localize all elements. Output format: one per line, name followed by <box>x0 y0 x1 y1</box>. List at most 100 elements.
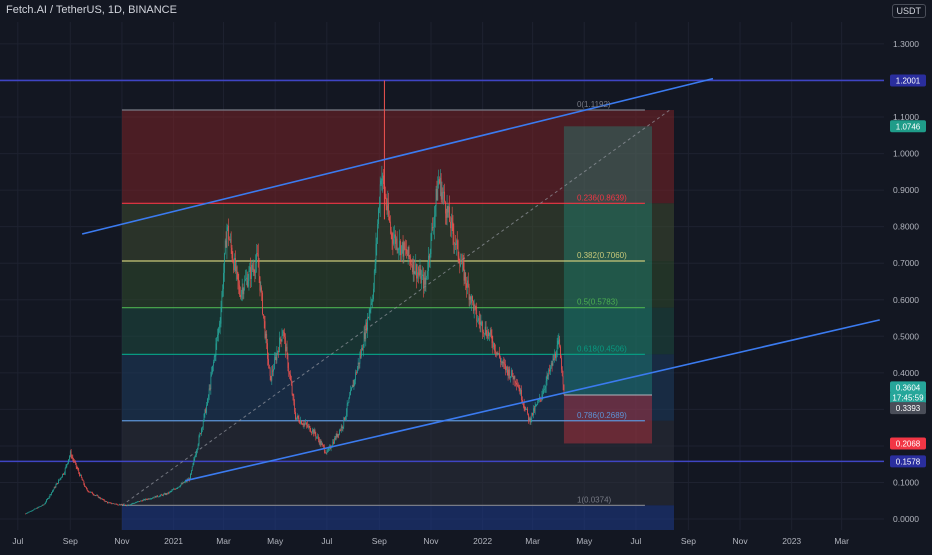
candle-body <box>30 510 32 512</box>
candle-body <box>34 508 36 510</box>
candle-body <box>277 351 279 353</box>
y-tick-label[interactable]: 0.1000 <box>893 477 919 487</box>
candle-body <box>503 362 505 364</box>
time-axis[interactable]: Jul Sep Nov 2021 Mar May Jul Sep Nov 2022 Mar May Ju… <box>12 536 849 546</box>
x-tick-label[interactable]: Nov <box>423 536 439 546</box>
candle-body <box>543 389 544 394</box>
stop-zone[interactable] <box>563 395 652 444</box>
horizontal-levels[interactable] <box>0 79 884 463</box>
x-tick-label[interactable]: Mar <box>834 536 849 546</box>
x-tick-label[interactable]: May <box>267 536 284 546</box>
candle-body <box>235 266 237 271</box>
candle-body <box>157 496 159 498</box>
candle-body <box>522 400 523 403</box>
x-tick-label[interactable]: Jul <box>321 536 332 546</box>
candle-body <box>181 483 183 485</box>
candle-body <box>461 263 462 265</box>
x-tick-label[interactable]: Sep <box>681 536 696 546</box>
candle-body <box>229 239 230 241</box>
x-tick-label[interactable]: Jul <box>630 536 641 546</box>
candle-body <box>323 444 324 447</box>
candle-body <box>125 505 127 507</box>
candle-body <box>64 468 66 474</box>
candle-body <box>286 346 288 355</box>
x-tick-label[interactable]: Sep <box>63 536 78 546</box>
candle-body <box>83 480 85 485</box>
candle-body <box>364 332 366 339</box>
candle-body <box>144 499 146 501</box>
candle-body <box>445 201 446 214</box>
x-tick-label[interactable]: Mar <box>525 536 540 546</box>
x-tick-label[interactable]: Mar <box>216 536 231 546</box>
candle-body <box>75 461 76 463</box>
candle-body <box>511 370 513 377</box>
candle-body <box>457 240 459 257</box>
candle-body <box>489 330 491 333</box>
candle-body <box>523 403 525 408</box>
candle-body <box>408 246 410 257</box>
price-tag-bg <box>890 437 926 450</box>
candle-body <box>104 500 106 502</box>
x-tick-label[interactable]: Sep <box>372 536 387 546</box>
candle-body <box>174 489 176 490</box>
x-tick-label[interactable]: Jul <box>12 536 23 546</box>
symbol-title[interactable]: Fetch.AI / TetherUS, 1D, BINANCE <box>6 4 177 16</box>
candle-body <box>135 502 136 504</box>
y-tick-label[interactable]: 1.1000 <box>893 112 919 122</box>
candle-body <box>412 259 414 273</box>
candle-body <box>409 256 411 260</box>
y-tick-label[interactable]: 0.4000 <box>893 368 919 378</box>
x-tick-label[interactable]: May <box>576 536 593 546</box>
candle-body <box>163 493 165 495</box>
y-tick-label[interactable]: 0.9000 <box>893 185 919 195</box>
candle-body <box>178 486 180 488</box>
candle-body <box>317 436 318 438</box>
candle-body <box>262 292 263 315</box>
candle-body <box>59 478 61 480</box>
x-tick-label[interactable]: 2021 <box>164 536 183 546</box>
candle-body <box>265 333 267 338</box>
y-tick-label[interactable]: 1.3000 <box>893 39 919 49</box>
trend-line-lower[interactable] <box>185 319 880 482</box>
y-tick-label[interactable]: 1.0000 <box>893 149 919 159</box>
candle-body <box>214 355 216 357</box>
candle-body <box>563 384 565 391</box>
y-tick-label[interactable]: 0.0000 <box>893 514 919 524</box>
candle-body <box>211 372 213 376</box>
trend-channel[interactable] <box>81 77 880 482</box>
candle-body <box>58 480 59 484</box>
fibonacci-labels: 0(1.1192) 0.236(0.8639) 0.382(0.7060) 0.5(0… <box>577 100 627 504</box>
candle-body <box>113 503 114 505</box>
x-tick-label[interactable]: 2023 <box>782 536 801 546</box>
candle-body <box>183 482 185 484</box>
x-tick-label[interactable]: Nov <box>732 536 748 546</box>
y-tick-label[interactable]: 0.7000 <box>893 258 919 268</box>
candle-body <box>345 416 346 420</box>
candle-body <box>351 385 353 388</box>
candle-body <box>444 191 445 202</box>
candle-body <box>367 317 369 319</box>
candle-body <box>280 339 282 341</box>
x-tick-label[interactable]: Nov <box>114 536 130 546</box>
long-position-tool[interactable] <box>563 126 652 444</box>
candle-body <box>529 418 531 423</box>
candle-body <box>62 473 64 477</box>
candle-body <box>255 263 257 273</box>
candle-body <box>36 507 37 509</box>
y-tick-label[interactable]: 0.6000 <box>893 295 919 305</box>
candle-body <box>318 439 320 444</box>
candle-body <box>252 268 254 270</box>
candle-body <box>411 264 412 266</box>
candle-body <box>151 498 152 499</box>
y-tick-label[interactable]: 0.8000 <box>893 222 919 232</box>
candle-body <box>203 414 205 422</box>
candle-body <box>534 406 536 412</box>
candle-body <box>394 234 395 239</box>
currency-badge[interactable]: USDT <box>891 4 926 18</box>
candle-body <box>244 280 246 289</box>
trend-line-upper[interactable] <box>81 77 714 235</box>
y-tick-label[interactable]: 0.5000 <box>893 331 919 341</box>
x-tick-label[interactable]: 2022 <box>473 536 492 546</box>
